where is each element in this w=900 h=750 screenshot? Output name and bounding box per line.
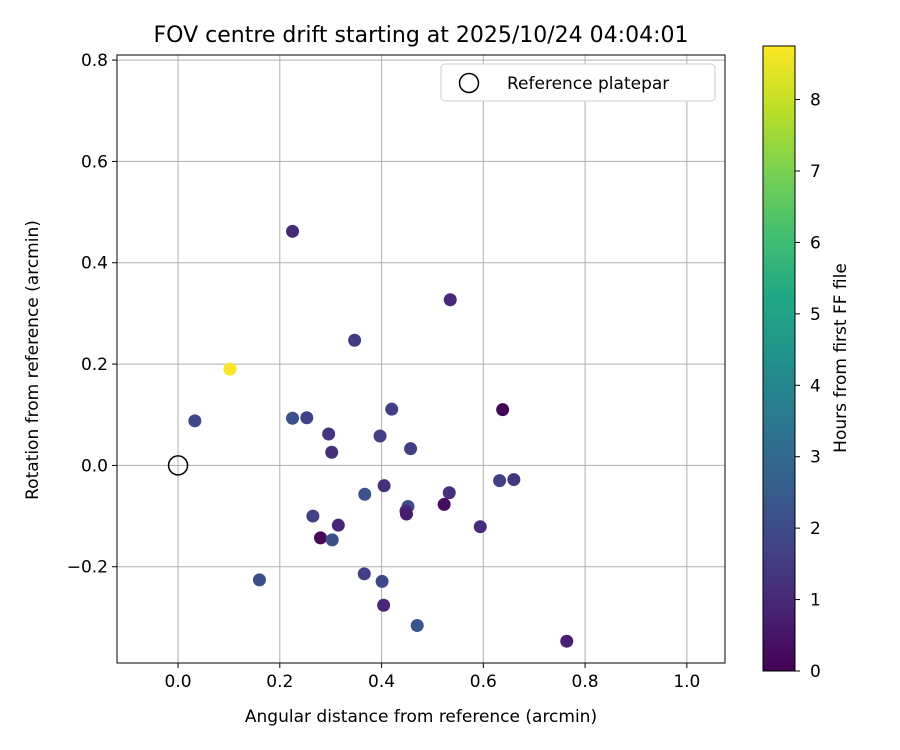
- data-point: [348, 333, 362, 347]
- grid: [117, 55, 725, 663]
- x-tick-label: 0.6: [470, 672, 497, 692]
- x-tick-label: 0.2: [266, 672, 293, 692]
- data-point: [325, 445, 339, 459]
- colorbar-tick-label: 7: [810, 162, 821, 182]
- points-layer: [188, 224, 574, 648]
- data-point: [252, 573, 266, 587]
- colorbar-tick-label: 8: [810, 91, 821, 111]
- data-point: [358, 487, 372, 501]
- colorbar-tick-label: 6: [810, 233, 821, 253]
- data-point: [306, 509, 320, 523]
- y-tick-label: 0.8: [81, 51, 108, 71]
- chart-title: FOV centre drift starting at 2025/10/24 …: [154, 23, 689, 48]
- y-tick-label: 0.0: [81, 456, 108, 476]
- y-tick-label: 0.2: [81, 355, 108, 375]
- data-point: [375, 574, 389, 588]
- data-point: [325, 533, 339, 547]
- legend-label: Reference platepar: [507, 74, 669, 94]
- data-point: [404, 442, 418, 456]
- colorbar-tick-label: 5: [810, 305, 821, 325]
- colorbar-tick-label: 0: [810, 662, 821, 682]
- y-tick-label: 0.4: [81, 254, 108, 274]
- axes-frame: [116, 54, 726, 664]
- data-point: [496, 403, 510, 417]
- data-point: [314, 531, 328, 545]
- data-point: [473, 520, 487, 534]
- data-point: [300, 411, 314, 425]
- colorbar-tick-label: 1: [810, 591, 821, 611]
- data-point: [188, 414, 202, 428]
- x-ticks: 0.0 0.2 0.4 0.6 0.8 1.0: [165, 663, 700, 692]
- data-point: [410, 619, 424, 633]
- colorbar-gradient: [762, 45, 796, 672]
- reference-point: [167, 455, 189, 476]
- data-point: [377, 598, 391, 612]
- data-point: [286, 224, 300, 238]
- data-point: [493, 474, 507, 488]
- colorbar-tick-label: 3: [810, 448, 821, 468]
- data-point: [507, 473, 521, 487]
- legend-box: [440, 63, 716, 102]
- data-point: [357, 567, 371, 581]
- data-point: [385, 402, 399, 416]
- x-axis-label: Angular distance from reference (arcmin): [245, 707, 597, 727]
- data-point: [560, 634, 574, 648]
- data-point: [331, 518, 345, 532]
- colorbar-tick-label: 4: [810, 376, 821, 396]
- legend: Reference platepar: [440, 63, 716, 102]
- x-tick-label: 0.8: [572, 672, 599, 692]
- data-point: [373, 429, 387, 443]
- data-point: [286, 411, 300, 425]
- x-tick-label: 0.0: [165, 672, 192, 692]
- data-point: [442, 486, 456, 500]
- x-tick-label: 0.4: [368, 672, 395, 692]
- y-tick-label: −0.2: [67, 558, 108, 578]
- data-point: [443, 293, 457, 307]
- colorbar-tick-label: 2: [810, 519, 821, 539]
- legend-marker-open-circle: [458, 72, 480, 94]
- data-point: [377, 479, 391, 493]
- y-axis-label: Rotation from reference (arcmin): [23, 220, 43, 500]
- colorbar-ticks: 0 1 2 3 4 5 6 7 8: [795, 91, 821, 682]
- data-point: [437, 497, 451, 511]
- data-point: [223, 362, 237, 376]
- colorbar-label: Hours from first FF file: [831, 263, 851, 453]
- y-tick-label: 0.6: [81, 152, 108, 172]
- data-point: [322, 427, 336, 441]
- x-tick-label: 1.0: [673, 672, 700, 692]
- colorbar: 0 1 2 3 4 5 6 7 8 Hours from first FF file: [762, 45, 851, 682]
- reference-layer: [167, 455, 189, 476]
- y-ticks: −0.2 0.0 0.2 0.4 0.6 0.8: [67, 51, 117, 578]
- data-point: [399, 507, 413, 521]
